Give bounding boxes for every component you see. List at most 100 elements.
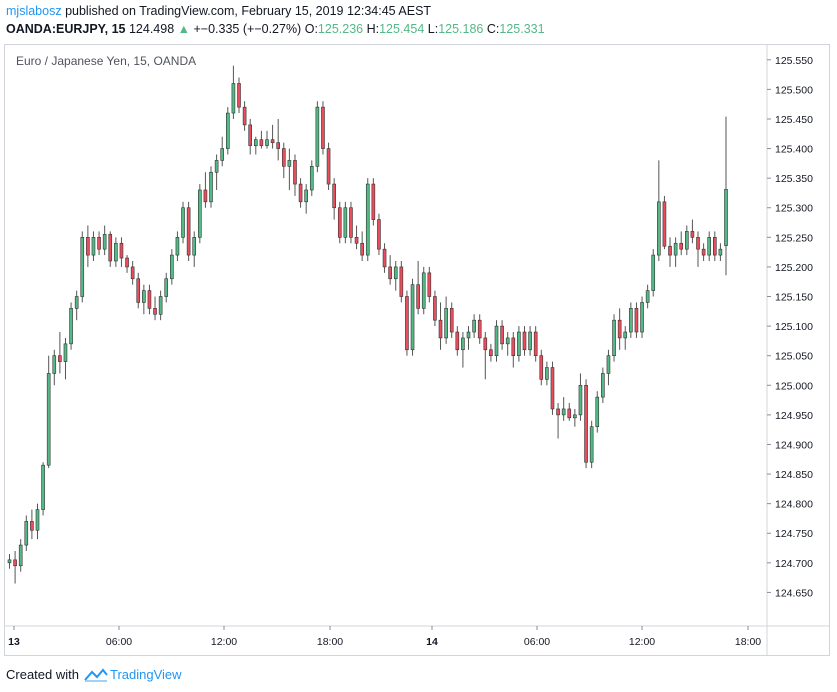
candle-down [30,509,34,540]
candle-down [276,118,280,161]
y-tick-label: 125.100 [775,321,813,333]
candle-down [388,255,392,285]
candle-down [293,154,297,196]
candle-down [662,195,667,250]
candle-body [528,331,532,351]
y-tick-label: 125.450 [775,114,813,126]
high-value: 125.454 [379,22,425,36]
candle-down [377,213,381,256]
candle-body [377,219,381,250]
candle-up [623,326,628,350]
candle-body [606,355,611,374]
candle-body [365,183,370,256]
candle-down [405,290,409,356]
candle-up [209,166,213,208]
candle-body [673,242,678,256]
candle-body [74,296,79,309]
candle-body [539,355,544,380]
candle-body [601,373,605,398]
candle-body [80,237,85,297]
candle-up [181,201,185,244]
candle-body [461,337,465,351]
candle-body [483,337,488,351]
candle-body [360,242,364,256]
candle-down [438,302,443,350]
candle-up [18,539,23,572]
candle-body [500,325,504,345]
ohlc-line: OANDA:EURJPY, 15 124.498 ▲ +−0.335 (+−0.… [6,22,545,36]
candle-down [556,403,560,439]
candle-body [136,278,141,303]
candle-up [24,515,29,551]
candle-body [371,183,376,220]
candle-up [640,296,644,338]
candle-down [483,332,488,380]
tradingview-link[interactable]: TradingView [109,667,182,682]
candle-up [192,231,197,267]
candle-body [119,242,124,259]
candle-body [668,245,672,256]
y-tick-label: 124.700 [775,558,813,570]
candle-down [108,231,113,267]
candle-down [477,314,482,344]
candle-down [584,379,588,469]
candle-body [718,248,723,256]
candle-body [477,319,482,339]
candle-down [713,231,717,262]
y-tick-label: 124.800 [775,499,813,511]
x-tick-label: 13 [8,636,20,648]
candle-down [455,326,460,356]
candle-down [360,231,364,262]
candle-body [41,464,45,510]
candle-down [634,302,639,338]
candle-body [315,106,320,167]
candle-body [713,237,717,256]
candle-up [226,107,230,155]
candle-up [494,320,499,362]
candle-body [584,384,588,463]
high-label: H: [366,22,380,36]
publish-line: mjslabosz published on TradingView.com, … [6,4,431,18]
close-label: C: [486,22,500,36]
candle-down [13,550,17,584]
candle-up [595,391,600,433]
candle-body [332,183,336,209]
candle-up [629,302,633,338]
up-arrow-icon: ▲ [177,22,191,36]
candle-body [147,290,152,309]
candle-down [427,266,432,303]
candle-body [517,331,521,356]
candle-down [500,320,504,350]
candle-body [231,83,236,114]
candle-up [158,290,163,321]
candle-body [158,296,163,315]
candle-body [455,331,460,351]
candle-down [539,349,544,386]
candle-up [472,314,476,338]
candle-down [248,118,252,155]
y-tick-label: 124.650 [775,587,813,599]
candle-up [63,337,68,380]
candle-body [567,408,572,419]
candle-body [629,308,633,333]
y-tick-label: 125.050 [775,351,813,363]
author-link[interactable]: mjslabosz [6,4,62,18]
candle-up [231,65,236,119]
candle-body [35,509,40,531]
candle-body [281,148,286,167]
candle-up [7,553,12,569]
published-text: published on TradingView.com, February 1… [65,4,432,18]
candle-body [640,302,644,333]
candle-up [606,349,611,386]
candle-down [449,302,454,338]
candle-body [662,201,667,247]
candle-body [438,319,443,339]
candle-body [86,237,90,256]
candle-body [203,189,208,203]
candle-body [237,83,241,108]
candle-down [399,261,404,303]
candle-up [651,249,656,297]
candle-body [293,160,297,185]
candle-body [114,242,118,262]
